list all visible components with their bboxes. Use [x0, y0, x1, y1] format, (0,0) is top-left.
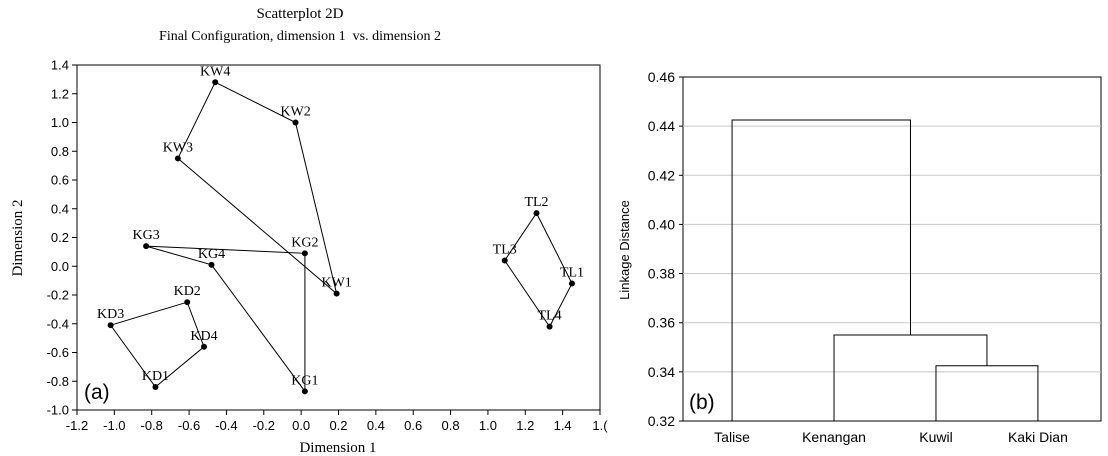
point-label-kw4: KW4 [200, 64, 230, 79]
y-tick-label: 1.2 [51, 86, 69, 101]
y-tick-label: -0.2 [47, 288, 69, 303]
dendrogram-axis-ticks: 0.32 0.34 0.36 0.38 0.40 0.42 0.44 0.46 [648, 69, 683, 429]
x-tick-label: 0.4 [367, 418, 385, 433]
x-tick-label: 1.0 [479, 418, 497, 433]
point-kg3 [143, 243, 150, 250]
x-tick-label: -1.2 [66, 418, 88, 433]
dendrogram-link-3 [731, 119, 911, 421]
point-label-tl4: TL4 [538, 309, 562, 324]
x-tick-label: 0.6 [404, 418, 422, 433]
point-kg2 [301, 250, 308, 257]
point-label-kd4: KD4 [190, 329, 217, 344]
leaf-label-kenangan: Kenangan [802, 429, 866, 445]
x-tick-label: 1.4 [554, 418, 572, 433]
y-tick-label: 0.36 [648, 315, 675, 331]
x-tick-label: 0.8 [442, 418, 460, 433]
dendrogram-gridlines [683, 125, 1101, 373]
dendrogram-plot-frame [682, 76, 1102, 422]
y-tick-label: 0.8 [51, 144, 69, 159]
y-tick-label: 0.2 [51, 230, 69, 245]
point-tl1 [568, 280, 575, 287]
scatter-title: Scatterplot 2D [256, 6, 343, 22]
y-tick-label: 0.34 [648, 364, 675, 380]
point-label-tl2: TL2 [524, 195, 548, 210]
y-tick-label: 0.0 [51, 259, 69, 274]
dendrogram-y-axis-label: Linkage Distance [617, 200, 632, 300]
y-tick-label: -0.6 [47, 345, 69, 360]
point-label-kd1: KD1 [142, 369, 169, 384]
point-kd4 [201, 343, 208, 350]
point-kw4 [212, 79, 219, 86]
scatter-y-axis-label: Dimension 2 [10, 199, 26, 276]
y-tick-label: -1.0 [47, 403, 69, 418]
point-label-tl1: TL1 [560, 266, 584, 281]
x-tick-label: -0.4 [215, 418, 237, 433]
point-kd1 [152, 384, 159, 390]
point-label-kg3: KG3 [132, 228, 159, 243]
y-tick-label: 0.44 [648, 118, 675, 134]
point-kg4 [208, 261, 215, 268]
point-label-kw1: KW1 [321, 276, 351, 291]
x-tick-label: -0.2 [253, 418, 275, 433]
point-kd2 [184, 299, 191, 306]
point-label-kw2: KW2 [280, 105, 310, 120]
point-kw1 [333, 290, 340, 297]
point-label-kd3: KD3 [97, 307, 124, 322]
scatter-axis-ticks: -1.2 -1.0 -0.8 -0.6 -0.4 -0.2 0.0 0.2 0.4 0.6 0.8 1… [47, 58, 609, 434]
point-label-kg2: KG2 [291, 235, 318, 250]
x-tick-label: 1.2 [516, 418, 534, 433]
dendrogram-links [731, 119, 1039, 421]
leaf-label-talise: Talise [714, 429, 750, 445]
cluster-hulls [109, 81, 573, 393]
point-label-kg1: KG1 [291, 373, 318, 388]
scatter-x-axis-label: Dimension 1 [299, 440, 376, 456]
dendrogram-panel: 0.32 0.34 0.36 0.38 0.40 0.42 0.44 0.46 Talise K… [617, 69, 1102, 445]
cluster-hull-kg [145, 245, 306, 393]
x-tick-label: -1.0 [103, 418, 125, 433]
x-tick-label: -0.6 [178, 418, 200, 433]
scatterplot-panel: Scatterplot 2D Final Configuration, dime… [10, 6, 608, 456]
leaf-label-kaki-dian: Kaki Dian [1008, 429, 1068, 445]
point-label-tl3: TL3 [493, 243, 517, 258]
y-tick-label: -0.8 [47, 374, 69, 389]
scatter-points: KW1 KW2 KW3 KW4 KG1 KG2 KG3 KG4 KD1 KD2 KD3 KD4 TL1 T… [97, 64, 584, 395]
dendrogram-leaf-labels: Talise Kenangan Kuwil Kaki Dian [714, 429, 1068, 445]
y-tick-label: 1.0 [51, 115, 69, 130]
leaf-label-kuwil: Kuwil [919, 429, 952, 445]
y-tick-label: 0.46 [648, 69, 675, 85]
point-tl4 [546, 323, 553, 330]
x-tick-label: -0.8 [141, 418, 163, 433]
panel-label-a: (a) [84, 381, 110, 404]
x-tick-label: 0.2 [329, 418, 347, 433]
y-tick-label: 0.38 [648, 266, 675, 282]
y-tick-label: 0.6 [51, 173, 69, 188]
panel-label-b: (b) [689, 391, 715, 414]
point-kw2 [292, 119, 299, 126]
point-label-kg4: KG4 [198, 247, 225, 262]
y-tick-label: 0.42 [648, 167, 675, 183]
y-tick-label: 0.32 [648, 413, 675, 429]
point-kw3 [174, 155, 181, 162]
point-tl2 [533, 210, 540, 217]
point-tl3 [501, 257, 508, 264]
point-label-kd2: KD2 [174, 284, 201, 299]
point-label-kw3: KW3 [163, 140, 193, 155]
y-tick-label: 1.4 [51, 58, 69, 73]
point-kd3 [107, 322, 114, 329]
y-tick-label: -0.4 [47, 316, 69, 331]
dendrogram-link-2 [833, 334, 988, 421]
y-tick-label: 0.4 [51, 201, 69, 216]
dendrogram-link-1 [935, 365, 1039, 421]
scatter-subtitle: Final Configuration, dimension 1 vs. dim… [159, 29, 441, 44]
x-tick-label: 1.( [592, 418, 608, 433]
x-tick-label: 0.0 [292, 418, 310, 433]
point-kg1 [301, 388, 308, 395]
y-tick-label: 0.40 [648, 216, 675, 232]
